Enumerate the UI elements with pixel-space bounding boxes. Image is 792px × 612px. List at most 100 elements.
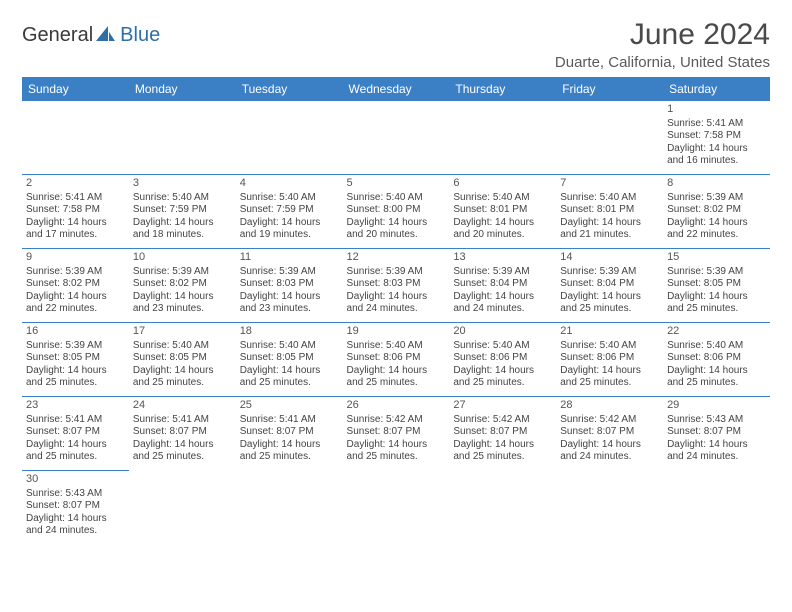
month-title: June 2024 <box>555 18 770 52</box>
empty-cell <box>343 101 450 175</box>
daylight-text: and 24 minutes. <box>347 303 446 316</box>
sunrise-text: Sunrise: 5:39 AM <box>26 340 125 353</box>
daylight-text: Daylight: 14 hours <box>560 365 659 378</box>
day-cell: 18Sunrise: 5:40 AMSunset: 8:05 PMDayligh… <box>236 323 343 397</box>
sunrise-text: Sunrise: 5:39 AM <box>560 266 659 279</box>
day-number: 8 <box>667 177 766 191</box>
sunset-text: Sunset: 8:02 PM <box>667 204 766 217</box>
day-cell: 28Sunrise: 5:42 AMSunset: 8:07 PMDayligh… <box>556 397 663 471</box>
sunset-text: Sunset: 8:06 PM <box>560 352 659 365</box>
day-number: 11 <box>240 251 339 265</box>
logo-text-blue: Blue <box>120 24 160 47</box>
daylight-text: Daylight: 14 hours <box>453 217 552 230</box>
sunset-text: Sunset: 8:02 PM <box>26 278 125 291</box>
sunset-text: Sunset: 8:06 PM <box>453 352 552 365</box>
day-cell: 5Sunrise: 5:40 AMSunset: 8:00 PMDaylight… <box>343 175 450 249</box>
daylight-text: and 25 minutes. <box>560 377 659 390</box>
sunset-text: Sunset: 8:00 PM <box>347 204 446 217</box>
day-cell: 8Sunrise: 5:39 AMSunset: 8:02 PMDaylight… <box>663 175 770 249</box>
daylight-text: Daylight: 14 hours <box>240 217 339 230</box>
empty-cell <box>449 471 556 545</box>
sunrise-text: Sunrise: 5:39 AM <box>133 266 232 279</box>
empty-cell <box>236 101 343 175</box>
daylight-text: Daylight: 14 hours <box>667 439 766 452</box>
day-number: 6 <box>453 177 552 191</box>
day-number: 18 <box>240 325 339 339</box>
sunset-text: Sunset: 8:05 PM <box>26 352 125 365</box>
empty-cell <box>556 471 663 545</box>
daylight-text: and 24 minutes. <box>560 451 659 464</box>
day-number: 3 <box>133 177 232 191</box>
day-number: 2 <box>26 177 125 191</box>
calendar-table: Sunday Monday Tuesday Wednesday Thursday… <box>22 77 770 545</box>
sunset-text: Sunset: 8:07 PM <box>26 500 125 513</box>
weekday-header: Sunday <box>22 78 129 101</box>
sunrise-text: Sunrise: 5:42 AM <box>560 414 659 427</box>
sunset-text: Sunset: 8:06 PM <box>347 352 446 365</box>
day-cell: 22Sunrise: 5:40 AMSunset: 8:06 PMDayligh… <box>663 323 770 397</box>
daylight-text: Daylight: 14 hours <box>133 217 232 230</box>
sunrise-text: Sunrise: 5:40 AM <box>453 192 552 205</box>
calendar-row: 30Sunrise: 5:43 AMSunset: 8:07 PMDayligh… <box>22 471 770 545</box>
daylight-text: and 16 minutes. <box>667 155 766 168</box>
weekday-header: Wednesday <box>343 78 450 101</box>
day-cell: 7Sunrise: 5:40 AMSunset: 8:01 PMDaylight… <box>556 175 663 249</box>
sunset-text: Sunset: 8:01 PM <box>560 204 659 217</box>
sunrise-text: Sunrise: 5:39 AM <box>240 266 339 279</box>
sunset-text: Sunset: 8:04 PM <box>453 278 552 291</box>
empty-cell <box>22 101 129 175</box>
sail-icon <box>96 24 116 47</box>
sunrise-text: Sunrise: 5:41 AM <box>667 118 766 131</box>
daylight-text: and 21 minutes. <box>560 229 659 242</box>
sunset-text: Sunset: 8:07 PM <box>26 426 125 439</box>
daylight-text: Daylight: 14 hours <box>347 439 446 452</box>
daylight-text: and 25 minutes. <box>133 377 232 390</box>
daylight-text: and 17 minutes. <box>26 229 125 242</box>
sunrise-text: Sunrise: 5:40 AM <box>667 340 766 353</box>
day-cell: 30Sunrise: 5:43 AMSunset: 8:07 PMDayligh… <box>22 471 129 545</box>
daylight-text: Daylight: 14 hours <box>667 291 766 304</box>
daylight-text: and 19 minutes. <box>240 229 339 242</box>
day-number: 13 <box>453 251 552 265</box>
day-cell: 25Sunrise: 5:41 AMSunset: 8:07 PMDayligh… <box>236 397 343 471</box>
daylight-text: Daylight: 14 hours <box>240 365 339 378</box>
weekday-header: Monday <box>129 78 236 101</box>
day-cell: 21Sunrise: 5:40 AMSunset: 8:06 PMDayligh… <box>556 323 663 397</box>
day-cell: 29Sunrise: 5:43 AMSunset: 8:07 PMDayligh… <box>663 397 770 471</box>
empty-cell <box>449 101 556 175</box>
day-cell: 11Sunrise: 5:39 AMSunset: 8:03 PMDayligh… <box>236 249 343 323</box>
daylight-text: and 25 minutes. <box>240 377 339 390</box>
daylight-text: Daylight: 14 hours <box>560 217 659 230</box>
daylight-text: and 24 minutes. <box>667 451 766 464</box>
sunrise-text: Sunrise: 5:41 AM <box>240 414 339 427</box>
daylight-text: Daylight: 14 hours <box>453 291 552 304</box>
sunrise-text: Sunrise: 5:43 AM <box>26 488 125 501</box>
sunset-text: Sunset: 8:01 PM <box>453 204 552 217</box>
calendar-row: 9Sunrise: 5:39 AMSunset: 8:02 PMDaylight… <box>22 249 770 323</box>
sunrise-text: Sunrise: 5:42 AM <box>347 414 446 427</box>
day-number: 7 <box>560 177 659 191</box>
daylight-text: Daylight: 14 hours <box>133 365 232 378</box>
daylight-text: Daylight: 14 hours <box>240 439 339 452</box>
weekday-header: Tuesday <box>236 78 343 101</box>
daylight-text: Daylight: 14 hours <box>26 291 125 304</box>
daylight-text: and 23 minutes. <box>240 303 339 316</box>
day-cell: 12Sunrise: 5:39 AMSunset: 8:03 PMDayligh… <box>343 249 450 323</box>
day-number: 10 <box>133 251 232 265</box>
day-cell: 24Sunrise: 5:41 AMSunset: 8:07 PMDayligh… <box>129 397 236 471</box>
sunrise-text: Sunrise: 5:40 AM <box>240 192 339 205</box>
sunset-text: Sunset: 8:06 PM <box>667 352 766 365</box>
daylight-text: and 22 minutes. <box>26 303 125 316</box>
day-number: 17 <box>133 325 232 339</box>
daylight-text: and 25 minutes. <box>240 451 339 464</box>
daylight-text: Daylight: 14 hours <box>667 143 766 156</box>
daylight-text: Daylight: 14 hours <box>240 291 339 304</box>
daylight-text: Daylight: 14 hours <box>347 291 446 304</box>
day-cell: 4Sunrise: 5:40 AMSunset: 7:59 PMDaylight… <box>236 175 343 249</box>
daylight-text: Daylight: 14 hours <box>26 365 125 378</box>
sunrise-text: Sunrise: 5:39 AM <box>667 266 766 279</box>
sunset-text: Sunset: 8:03 PM <box>347 278 446 291</box>
logo-text-general: General <box>22 24 93 47</box>
day-number: 29 <box>667 399 766 413</box>
sunset-text: Sunset: 8:07 PM <box>240 426 339 439</box>
